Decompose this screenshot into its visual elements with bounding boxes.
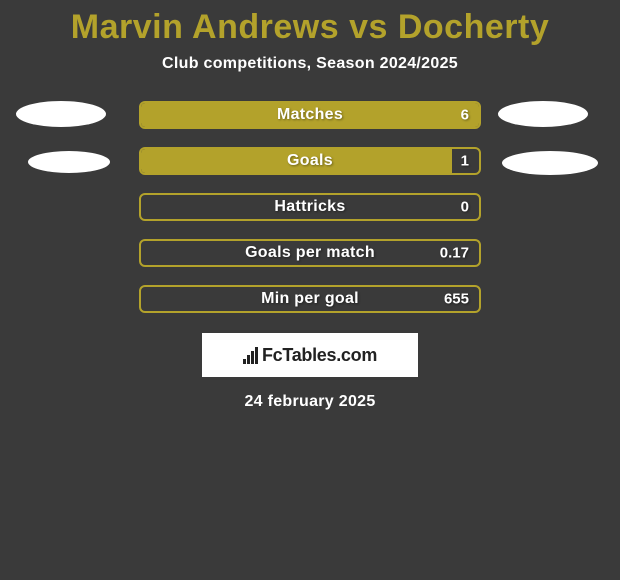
stat-value: 0 (461, 199, 469, 216)
avatar-placeholder-right-2 (502, 151, 598, 175)
vs-separator: vs (349, 8, 388, 46)
stat-value: 655 (444, 291, 469, 308)
stat-row: Matches 6 (139, 101, 481, 129)
avatar-placeholder-right-1 (498, 101, 588, 127)
stat-label: Hattricks (274, 198, 345, 216)
page-title: Marvin Andrews vs Docherty (0, 8, 620, 47)
stat-rows: Matches 6 Goals 1 Hattricks 0 Goals per match 0… (139, 101, 481, 313)
logo-text: FcTables.com (262, 345, 377, 366)
stat-value: 1 (461, 153, 469, 170)
comparison-card: Marvin Andrews vs Docherty Club competit… (0, 0, 620, 411)
stat-value: 0.17 (440, 245, 469, 262)
stat-row: Goals 1 (139, 147, 481, 175)
bar-chart-icon (243, 346, 258, 364)
stat-row: Hattricks 0 (139, 193, 481, 221)
stat-label: Goals per match (245, 244, 375, 262)
stat-row: Goals per match 0.17 (139, 239, 481, 267)
date-line: 24 february 2025 (0, 393, 620, 411)
avatar-placeholder-left-2 (28, 151, 110, 173)
source-logo: FcTables.com (202, 333, 418, 377)
avatar-placeholder-left-1 (16, 101, 106, 127)
stat-label: Matches (277, 106, 343, 124)
player2-name: Docherty (398, 8, 549, 46)
stat-row: Min per goal 655 (139, 285, 481, 313)
stat-label: Min per goal (261, 290, 359, 308)
subtitle: Club competitions, Season 2024/2025 (0, 55, 620, 73)
stats-area: Matches 6 Goals 1 Hattricks 0 Goals per match 0… (0, 101, 620, 313)
stat-label: Goals (287, 152, 333, 170)
stat-value: 6 (461, 107, 469, 124)
player1-name: Marvin Andrews (71, 8, 339, 46)
